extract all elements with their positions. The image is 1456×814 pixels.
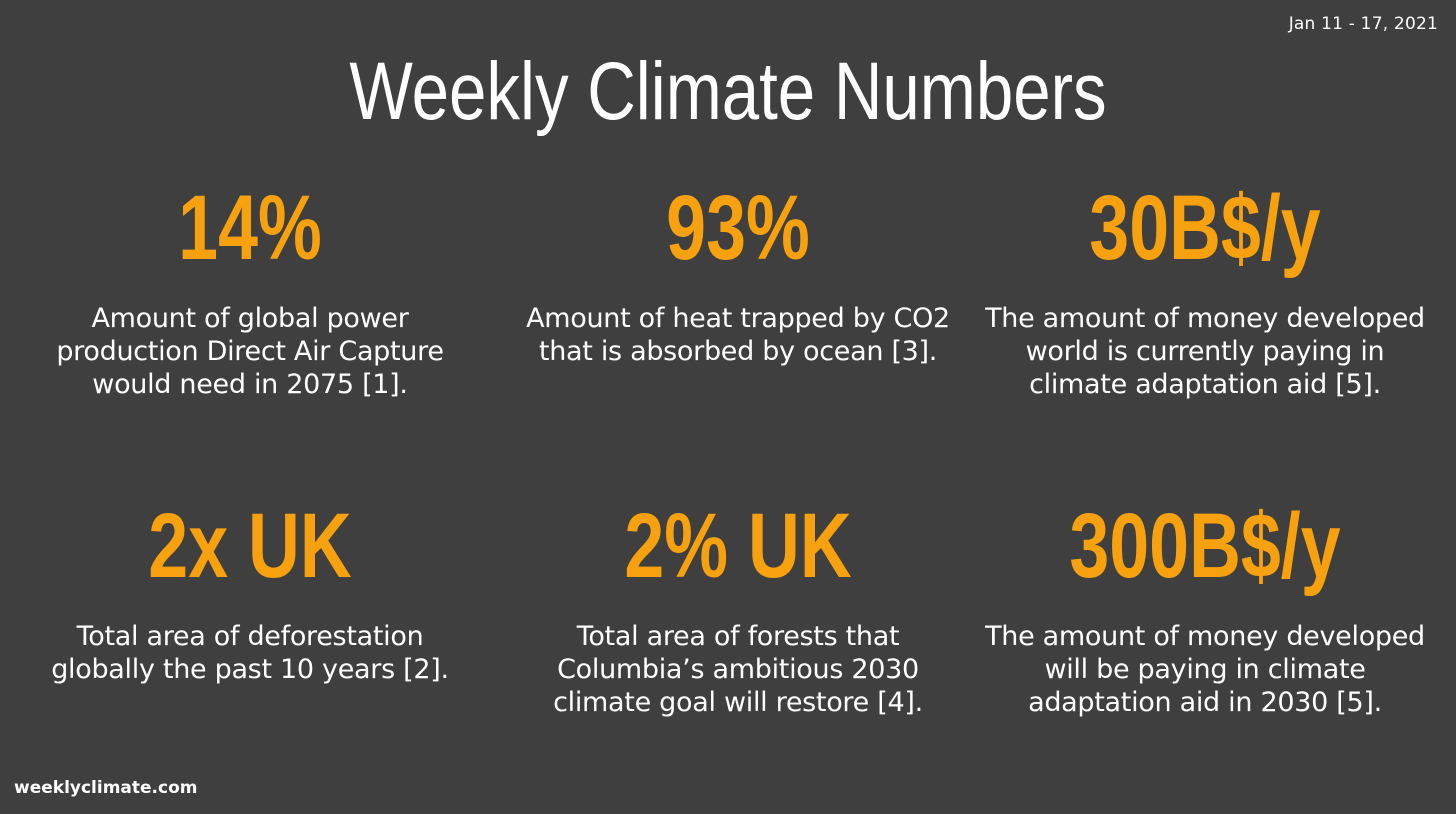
stat-description: Amount of global power production Direct… xyxy=(56,303,444,400)
stat-description: Amount of heat trapped by CO2 that is ab… xyxy=(526,303,950,367)
stat-value: 2x UK xyxy=(148,495,352,597)
stat-value: 300B$/y xyxy=(1069,495,1341,597)
stat-card-deforestation: 2x UK Total area of deforestation global… xyxy=(20,496,480,766)
stat-card-ocean-heat: 93% Amount of heat trapped by CO2 that i… xyxy=(508,178,968,448)
stat-value: 93% xyxy=(666,177,810,279)
stat-card-forest-restoration: 2% UK Total area of forests that Columbi… xyxy=(508,496,968,766)
stat-description: The amount of money developed will be pa… xyxy=(985,621,1425,718)
stat-description: Total area of forests that Columbia’s am… xyxy=(553,621,923,718)
footer-site-link[interactable]: weeklyclimate.com xyxy=(14,778,198,798)
stat-card-adaptation-aid-2030: 300B$/y The amount of money developed wi… xyxy=(975,496,1435,766)
stat-value: 2% UK xyxy=(624,495,852,597)
stat-value: 30B$/y xyxy=(1089,177,1321,279)
date-range: Jan 11 - 17, 2021 xyxy=(1288,14,1438,34)
page-title: Weekly Climate Numbers xyxy=(349,46,1107,137)
stat-card-adaptation-aid-current: 30B$/y The amount of money developed wor… xyxy=(975,178,1435,448)
stat-card-direct-air-capture: 14% Amount of global power production Di… xyxy=(20,178,480,448)
stat-description: The amount of money developed world is c… xyxy=(985,303,1425,400)
stat-description: Total area of deforestation globally the… xyxy=(51,621,449,685)
stat-value: 14% xyxy=(178,177,322,279)
